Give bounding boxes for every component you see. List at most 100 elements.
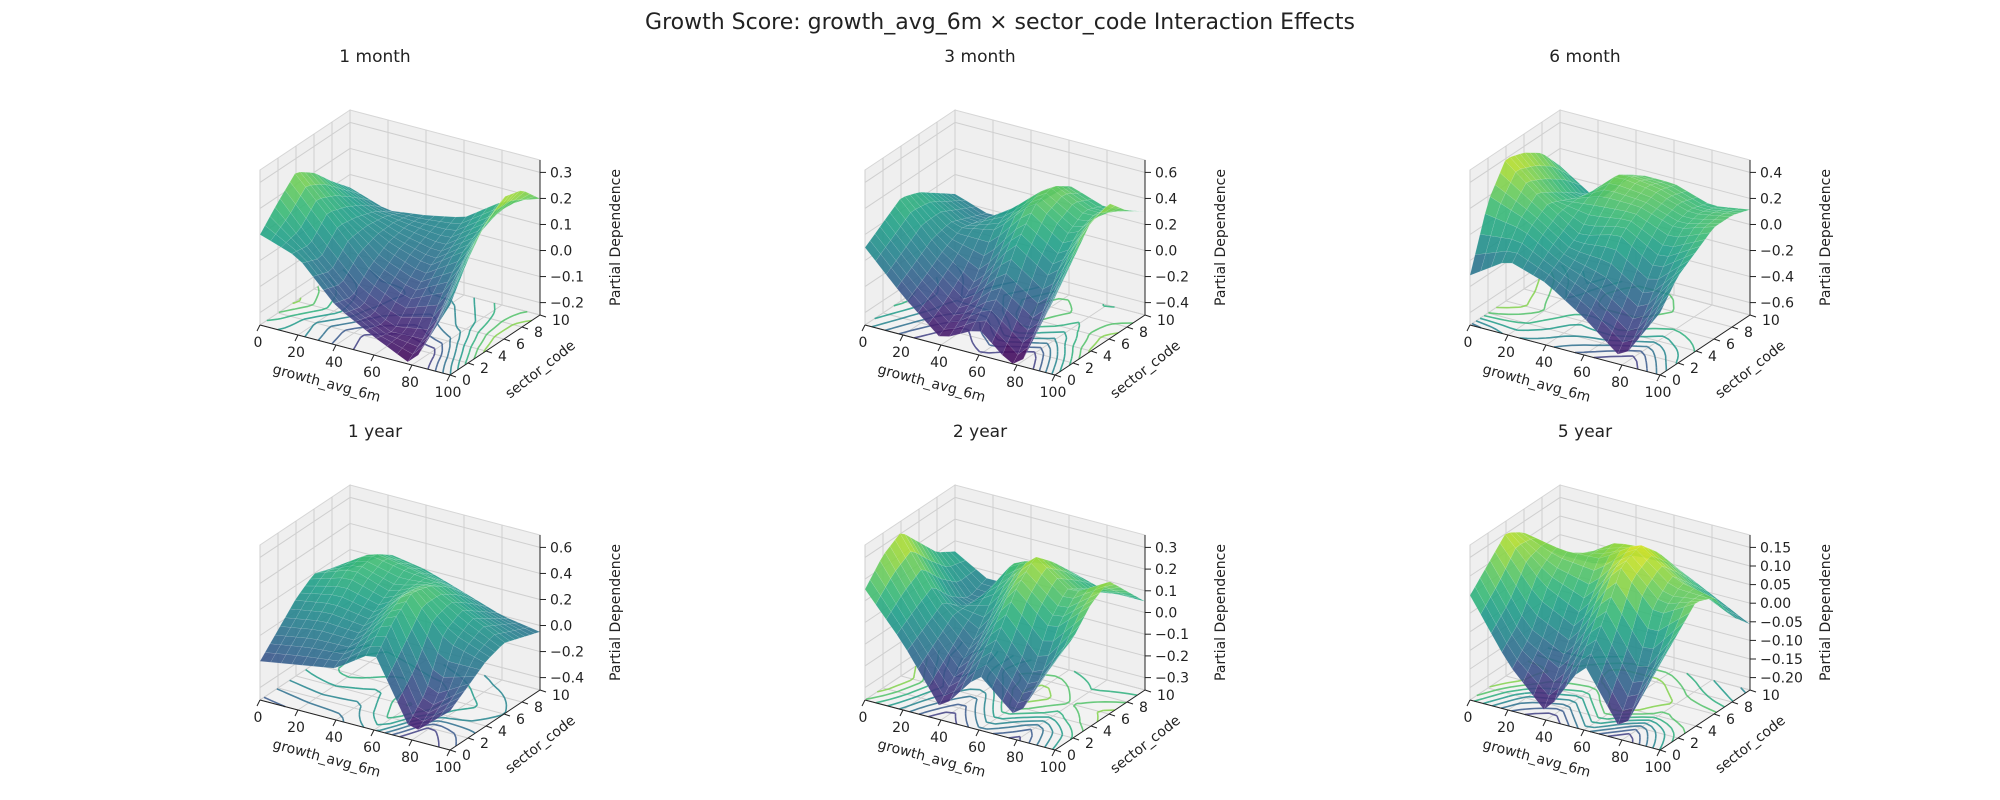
surface-patch: [483, 625, 501, 635]
y-tick-label: 2: [1690, 736, 1699, 752]
gridline-z: [1559, 121, 1751, 173]
surface-patch: [1041, 593, 1059, 616]
surface-patch: [294, 171, 312, 188]
surface-patch: [270, 233, 287, 248]
surface-patch: [399, 242, 416, 256]
y-tick-label: 0: [462, 748, 471, 764]
surface-patch: [513, 622, 531, 629]
surface-patch: [396, 692, 414, 726]
surface-patch: [1474, 234, 1491, 256]
surface-patch: [1551, 567, 1569, 585]
y-tick: [1108, 713, 1116, 717]
surface-patch: [1063, 612, 1080, 634]
surface-patch: [1646, 555, 1663, 572]
surface-patch: [1040, 192, 1058, 209]
surface-patch: [1522, 260, 1539, 276]
surface-patch: [409, 248, 426, 262]
surface-patch: [1469, 586, 1486, 615]
gridline-y: [277, 312, 469, 364]
x-tick-label: 40: [1535, 730, 1553, 746]
contour-level: [292, 297, 532, 353]
surface-patch: [1604, 559, 1621, 580]
gridline-y: [1487, 312, 1679, 364]
subplot-4: 1 year0204060801000246810−0.4−0.20.00.20…: [254, 422, 624, 781]
z-tick-label: 0.2: [1760, 191, 1782, 207]
surface-patch: [291, 655, 308, 666]
surface-patch: [322, 288, 340, 304]
y-tick-label: 10: [1157, 688, 1175, 704]
surface-patch: [364, 293, 381, 312]
surface-patch: [400, 601, 417, 630]
surface-patch: [369, 612, 386, 628]
surface-patch: [1535, 179, 1553, 193]
surface-patch: [478, 216, 495, 236]
gridline-z: [259, 523, 351, 584]
z-tick-label: −0.4: [1155, 296, 1189, 312]
surface-patch: [440, 586, 458, 596]
surface-patch: [1542, 623, 1559, 647]
surface-patch: [372, 219, 389, 231]
surface-patch: [1600, 246, 1617, 265]
surface-patch: [299, 585, 317, 594]
z-tick-label: 0.15: [1760, 540, 1791, 556]
figure-title: Growth Score: growth_avg_6m × sector_cod…: [645, 10, 1355, 35]
surface-patch: [333, 301, 350, 314]
surface-patch: [965, 572, 983, 590]
surface-patch: [456, 602, 474, 612]
contour-level: [1574, 349, 1648, 372]
surface-patch: [375, 324, 392, 335]
surface-patch: [304, 578, 322, 587]
z-tick-label: 0.2: [1155, 217, 1177, 233]
surface-patch: [1658, 274, 1675, 295]
x-axis-line: [864, 699, 1056, 751]
surface-patch: [1606, 298, 1623, 321]
surface-patch: [1044, 654, 1061, 678]
surface: [864, 532, 1146, 714]
gridline-z: [1559, 496, 1751, 548]
surface-patch: [1531, 193, 1548, 212]
surface-patch: [330, 195, 348, 209]
y-tick: [1090, 350, 1098, 354]
surface-patch: [1641, 585, 1659, 611]
z-axis-label: Partial Dependence: [608, 169, 624, 306]
surface-patch: [386, 214, 405, 221]
z-tick-label: 0.0: [1155, 244, 1177, 260]
surface-patch: [414, 581, 431, 586]
x-tick: [256, 324, 261, 332]
surface-patch: [403, 237, 421, 250]
surface-patch: [1558, 253, 1575, 269]
z-axis-label: Partial Dependence: [608, 544, 624, 681]
surface-patch: [410, 287, 428, 300]
surface-patch: [1575, 300, 1592, 321]
surface-patch: [1049, 276, 1066, 308]
surface-patch: [446, 251, 464, 266]
surface-patch: [369, 285, 386, 303]
x-axis-line: [259, 324, 451, 376]
surface-patch: [1046, 232, 1064, 254]
surface-patch: [1050, 568, 1068, 580]
y-tick-label: 0: [462, 373, 471, 389]
surface-patch: [1621, 259, 1638, 284]
surface-patch: [1044, 286, 1061, 319]
surface-patch: [451, 244, 469, 257]
surface-patch: [1678, 597, 1696, 604]
surface-patch: [1033, 306, 1050, 339]
surface-patch: [356, 215, 374, 226]
z-tick-label: 0.4: [1155, 191, 1177, 207]
z-tick-label: 0.2: [1155, 562, 1177, 578]
surface-patch: [380, 635, 397, 671]
y-tick-label: 6: [1726, 337, 1735, 353]
surface-patch: [1062, 588, 1079, 599]
surface-patch: [309, 571, 327, 580]
x-tick-label: 100: [1645, 385, 1672, 401]
surface-patch: [1041, 567, 1058, 586]
surface-patch: [1661, 198, 1678, 211]
x-tick: [446, 374, 451, 382]
x-tick-label: 80: [1611, 750, 1629, 766]
surface-patch: [335, 565, 353, 572]
surface-patch: [259, 652, 277, 663]
x-tick: [294, 334, 299, 342]
surface-patch: [1501, 250, 1518, 264]
contour-level: [928, 711, 1021, 741]
surface-patch: [1611, 676, 1629, 712]
